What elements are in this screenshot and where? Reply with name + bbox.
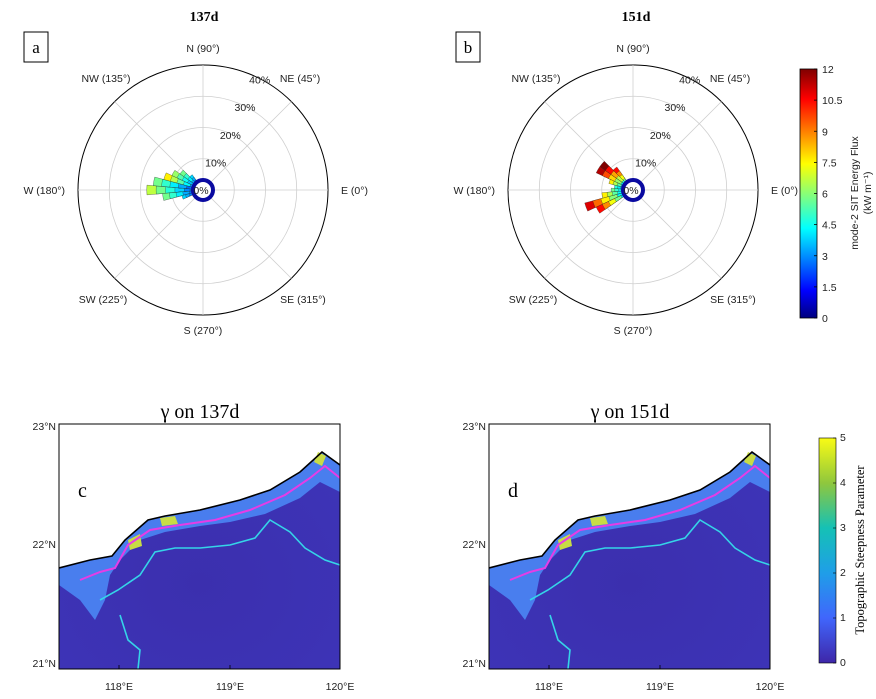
colorbar-bottom-tick-label: 0 [840, 657, 846, 669]
polar-direction-label: SE (315°) [710, 294, 756, 306]
colorbar-top-label-text: mode-2 SIT Energy Flux [849, 135, 861, 249]
map-lon-tick-label: 120°E [756, 681, 785, 693]
polar-direction-label: NW (135°) [511, 73, 560, 85]
map-c-land [59, 424, 340, 568]
polar-direction-label: E (0°) [771, 185, 798, 197]
map-c: c [58, 423, 341, 670]
map-lon-tick-label: 119°E [646, 681, 674, 693]
map-lon-tick-label: 120°E [326, 681, 355, 693]
map-d-coastline [489, 450, 770, 569]
map-lon-tick-label: 118°E [535, 681, 563, 693]
polar-direction-label: N (90°) [186, 43, 219, 55]
panel-d-title: γ on 151d [590, 401, 670, 423]
colorbar-bottom-tick-label: 1 [840, 612, 846, 624]
polar-spoke [114, 189, 204, 279]
polar-radial-tick: 40% [249, 75, 270, 87]
polar-center [191, 178, 215, 202]
polar-spoke [632, 101, 722, 191]
panel-c-letter: c [78, 480, 87, 502]
map-lon-tick-label: 119°E [216, 681, 244, 693]
colorbar-bottom-tick-label: 5 [840, 432, 846, 444]
polar-radial-tick: 0% [623, 185, 638, 197]
colorbar-top-tick-label: 1.5 [822, 282, 837, 294]
map-d-land [489, 424, 770, 568]
polar-direction-label: NW (135°) [81, 73, 130, 85]
polar-direction-label: N (90°) [616, 43, 649, 55]
map-c-isobath-cyan-2 [119, 614, 141, 669]
colorbar-bottom-tick-label: 2 [840, 567, 846, 579]
map-lat-tick-label: 23°N [463, 421, 486, 433]
polar-chart-b: 0% 10% 20% 30% 40% N (90°) NE (45°) E (0°) SE (3… [453, 43, 798, 337]
polar-radial-tick: 20% [220, 130, 241, 142]
colorbar-top-tick-label: 9 [822, 126, 828, 138]
colorbar-top-tick-label: 7.5 [822, 157, 837, 169]
colorbar-top-tick-label: 10.5 [822, 95, 843, 107]
map-lat-tick-label: 22°N [33, 539, 56, 551]
polar-spoke [202, 101, 292, 191]
colorbar-bottom: 0 1 2 3 4 5 Topographic Steepness Parameter [818, 432, 867, 669]
colorbar-top: 0 1.5 3 4.5 6 7.5 9 10.5 12 mode-2 SIT Energy Fl… [799, 64, 874, 325]
map-c-shelf-band [59, 452, 340, 620]
map-c-isobath-cyan [99, 518, 340, 601]
polar-direction-label: S (270°) [184, 325, 223, 337]
map-d-frame [488, 423, 771, 670]
colorbar-bottom-tick-label: 4 [840, 477, 846, 489]
map-d-isobath-cyan-2 [549, 614, 571, 669]
map-d-shelf-band [489, 452, 770, 620]
polar-radial-tick: 20% [650, 130, 671, 142]
polar-radial-tick: 10% [635, 157, 656, 169]
map-d-isobath-magenta [509, 464, 770, 581]
polar-spoke [202, 189, 292, 279]
panel-a-letter: a [32, 38, 40, 57]
colorbar-top-tick-label: 3 [822, 251, 828, 263]
polar-radial-tick: 30% [235, 102, 256, 114]
polar-direction-label: NE (45°) [710, 73, 750, 85]
panel-a-title: 137d [190, 10, 219, 25]
panel-b-title: 151d [622, 10, 651, 25]
polar-radial-tick: 30% [665, 102, 686, 114]
map-lat-tick-label: 23°N [33, 421, 56, 433]
polar-direction-label: W (180°) [453, 185, 495, 197]
colorbar-bottom-tick-label: 3 [840, 522, 846, 534]
polar-spoke [632, 189, 722, 279]
polar-chart-a: 0% 10% 20% 30% 40% N (90°) NE (45°) E (0°) SE (3… [23, 43, 368, 337]
map-d-isobath-cyan [529, 518, 770, 601]
colorbar-top-tick-label: 6 [822, 189, 828, 201]
colorbar-top-label: mode-2 SIT Energy Flux [849, 135, 861, 249]
polar-spoke [544, 189, 634, 279]
panel-b-letter: b [464, 38, 473, 57]
colorbar-top-unit: (kW m⁻¹) [862, 172, 874, 215]
polar-direction-label: E (0°) [341, 185, 368, 197]
colorbar-top-tick-label: 12 [822, 64, 834, 76]
panel-a-letter-box: a [23, 31, 49, 63]
map-c-isobath-magenta [79, 464, 340, 581]
polar-direction-label: SE (315°) [280, 294, 326, 306]
map-c-coastline [59, 450, 340, 569]
map-lat-tick-label: 21°N [33, 658, 56, 670]
map-c-frame [58, 423, 341, 670]
colorbar-bottom-gradient [818, 437, 837, 664]
polar-direction-label: NE (45°) [280, 73, 320, 85]
polar-direction-label: S (270°) [614, 325, 653, 337]
polar-radial-tick: 0% [193, 185, 208, 197]
map-d: d [488, 423, 771, 670]
map-lat-tick-label: 21°N [463, 658, 486, 670]
colorbar-top-tick-label: 4.5 [822, 220, 837, 232]
polar-center [621, 178, 645, 202]
polar-direction-label: SW (225°) [509, 294, 558, 306]
polar-radial-tick: 10% [205, 157, 226, 169]
colorbar-top-tick-label: 0 [822, 313, 828, 325]
panel-c-title: γ on 137d [160, 401, 240, 423]
map-lon-tick-label: 118°E [105, 681, 133, 693]
panel-b-letter-box: b [455, 31, 481, 63]
map-lat-tick-label: 22°N [463, 539, 486, 551]
colorbar-bottom-label: Topographic Steepness Parameter [853, 465, 867, 635]
polar-radial-tick: 40% [679, 75, 700, 87]
polar-direction-label: W (180°) [23, 185, 65, 197]
panel-d-letter: d [508, 480, 518, 502]
polar-direction-label: SW (225°) [79, 294, 128, 306]
